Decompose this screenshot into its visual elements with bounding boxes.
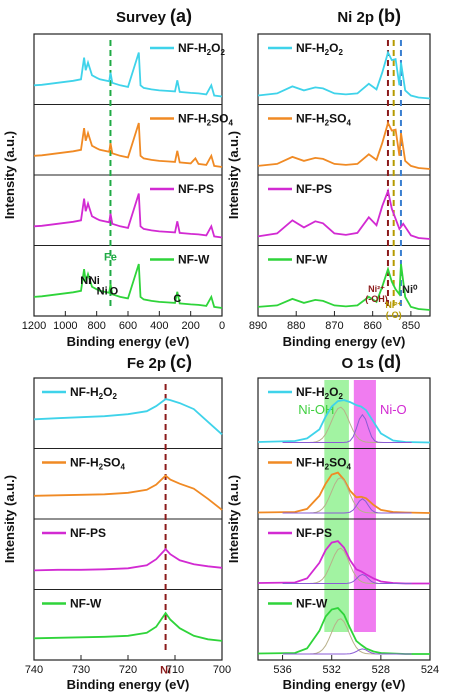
series-line-nf-w [33,611,223,642]
x-axis-label: Binding energy (eV) [67,334,190,349]
series-line-nf-ps [33,193,223,239]
x-tick-label: 730 [72,664,90,676]
legend-label: NF-H2SO4 [296,456,351,472]
peak-annotation: Ni [80,275,91,287]
legend-label: NF-H2O2 [178,41,225,57]
fit-component-nio [282,413,412,443]
legend-label: NF-W [296,253,328,267]
series-line-nf-h2so4 [257,120,431,170]
x-tick-label: 400 [150,320,168,332]
panel-letter: (b) [378,6,401,26]
x-tick-label: 200 [181,320,199,332]
series-line-nf-ps [257,187,431,240]
legend-label: NF-W [70,597,102,611]
legend-label: NF-W [178,253,210,267]
x-axis-label: Binding energy (eV) [67,677,190,692]
series-line-nf-h2o2 [257,399,431,444]
x-tick-label: 0 [219,320,225,332]
x-tick-label: 524 [421,664,439,676]
x-tick-label: 860 [363,320,381,332]
peak-annotation: Ni [89,275,100,287]
series-line-nf-w [257,607,430,655]
peak-annotation: O [110,285,119,297]
x-tick-label: 1200 [22,320,46,332]
y-axis-label: Intensity (a.u.) [2,475,17,563]
panel-title: O 1s [341,355,374,372]
legend-label: NF-PS [296,182,332,196]
fit-component-nio [282,573,412,584]
x-tick-label: 1000 [53,320,77,332]
band-label: Ni-OH [298,402,334,417]
panel-title: Fe 2p [127,355,166,372]
band-ni-oh [324,380,349,632]
y-axis-label: Intensity (a.u.) [2,131,17,219]
x-tick-label: 800 [87,320,105,332]
fit-component-nio [282,498,412,514]
legend-label: NF-PS [70,526,106,540]
y-axis-label: Intensity (a.u.) [226,131,241,219]
panel-title: Survey [116,9,167,26]
legend-label: NF-W [296,597,328,611]
legend-label: NF-H2O2 [70,385,117,401]
peak-annotation: (-OH) [365,294,388,304]
legend-label: NF-PS [178,182,214,196]
series-line-nf-w [33,263,223,309]
legend-label: NF-H2SO4 [70,456,125,472]
panel-letter: (d) [378,352,401,372]
peak-annotation: (-O) [386,310,402,320]
legend-label: NF-H2O2 [296,41,343,57]
band-label: Ni-O [380,402,407,417]
panel-2: NF-H2O2NF-H2SO4NF-PSNF-WNi²⁺(-OH)Ni⁰Ni²⁺… [226,6,431,349]
series-line-nf-ps [33,547,223,572]
x-axis-label: Binding energy (eV) [283,334,406,349]
series-line-nf-h2so4 [33,122,223,168]
band-ni-o [353,380,376,632]
series-line-nf-w [257,263,431,311]
series-line-nf-h2o2 [33,398,223,436]
legend-label: NF-H2SO4 [178,112,233,128]
y-axis-label: Intensity (a.u.) [226,475,241,563]
legend-label: NF-H2O2 [296,385,343,401]
panel-3: NF-H2O2 NF-H2SO4 NF-PS NF-W Ni Fe 2p (c) 740 730… [2,352,231,692]
x-tick-label: 710 [166,664,184,676]
series-line-nf-h2so4 [257,471,431,514]
panel-letter: (a) [170,6,192,26]
peak-annotation: Ni [160,665,171,677]
legend-label: NF-PS [296,526,332,540]
panel-4: Ni-OH Ni-O NF-H2O2 NF-H2SO4 NF-PS NF-W O 1s (d)… [226,352,439,692]
panel-letter: (c) [170,352,192,372]
x-tick-label: 870 [325,320,343,332]
series-line-nf-ps [257,540,430,585]
x-tick-label: 700 [213,664,231,676]
peak-annotation: Ni²⁺ [368,284,385,294]
peak-annotation: Ni²⁺ [385,300,402,310]
x-tick-label: 740 [25,664,43,676]
peak-annotation: Ni⁰ [402,284,418,296]
x-tick-label: 890 [249,320,267,332]
x-tick-label: 600 [119,320,137,332]
x-tick-label: 880 [287,320,305,332]
x-axis-label: Binding energy (eV) [283,677,406,692]
series-line-nf-h2o2 [33,52,223,98]
x-tick-label: 850 [402,320,420,332]
x-tick-label: 720 [119,664,137,676]
series-line-nf-h2so4 [33,474,223,511]
peak-annotation: Ni [97,285,108,297]
peak-annotation: C [173,293,181,305]
legend-label: NF-H2SO4 [296,112,351,128]
series-line-nf-h2o2 [257,50,431,100]
x-tick-label: 528 [372,664,390,676]
panel-title: Ni 2p [337,9,374,26]
x-tick-label: 532 [323,664,341,676]
x-tick-label: 536 [273,664,291,676]
fit-component-nio [282,648,412,655]
peak-annotation: Fe [104,251,117,263]
